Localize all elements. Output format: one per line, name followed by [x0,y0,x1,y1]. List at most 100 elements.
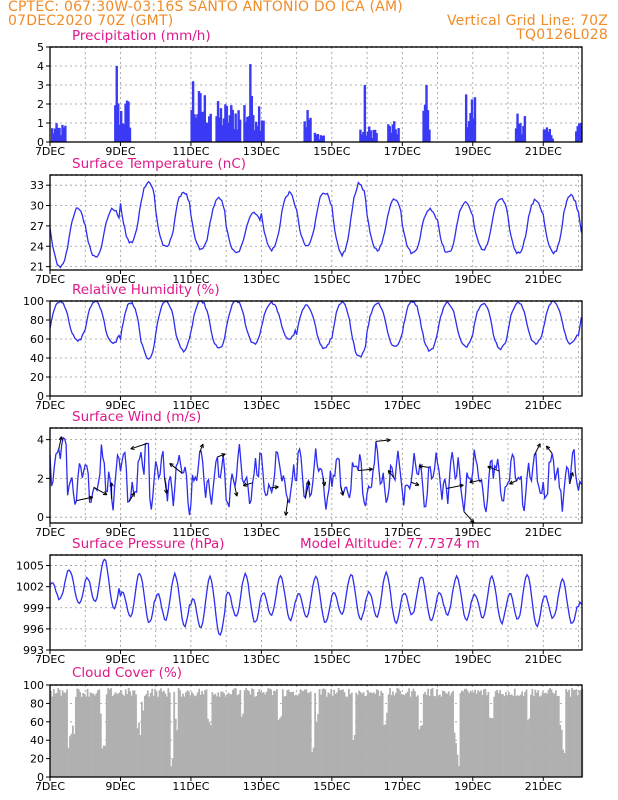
cloud-bar [220,691,223,777]
header-date: 07DEC2020 70Z (GMT) [8,13,174,29]
cloud-bar [236,695,239,777]
cloud-bar [270,689,272,777]
precip-bar [315,134,318,142]
cloud-bar [411,691,413,777]
precip-bar [517,123,521,142]
cloud-bar [83,693,86,777]
cloud-bar [370,692,372,777]
cloud-bar [487,691,490,777]
wind-speed-line [49,436,582,516]
x-tick-label: 15DEC [313,653,350,666]
cloud-bar [151,688,154,777]
wind-arrow [58,436,62,450]
cloud-bar [320,694,322,777]
precip-bar [388,126,392,142]
cloud-bar [284,695,287,777]
wind-arrow [487,466,500,472]
y-tick-label: 24 [30,240,44,253]
precip-bar [306,110,309,142]
wind-arrow [93,487,108,496]
cloud-bar [444,692,447,777]
precip-bar [360,134,364,142]
cloud-bar [469,690,472,777]
cloud-bar [572,689,575,777]
wind-arrow-head [130,445,135,450]
precip-bar [393,121,396,142]
wind-arrow [76,496,93,502]
cloud-bar [51,696,54,777]
wind-arrow-head [306,480,311,486]
cloud-bar [346,696,349,777]
x-tick-label: 21DEC [525,145,562,158]
cloud-bar [403,695,406,777]
wind-arrow-head [321,481,327,487]
cloud-bar [422,693,425,777]
x-tick-label: 9DEC [105,273,135,286]
precip-bar [375,133,378,142]
cloud-bar [525,689,528,777]
cloud-bar [317,714,319,777]
y-tick-label: 0 [37,390,44,403]
cloud-bar [94,695,96,777]
cloud-bar [337,687,340,777]
humidity-line [49,299,583,360]
cloud-bar [207,718,209,777]
x-tick-label: 17DEC [384,780,421,793]
cloud-bar [190,692,193,777]
cloud-bar [552,692,554,777]
panel-frame [49,174,583,271]
precip-bar [363,85,367,142]
cloud-bar [126,694,129,777]
cloud-bar [245,687,248,777]
x-tick-label: 7DEC [35,273,65,286]
x-tick-label: 13DEC [243,653,280,666]
precip-bar [547,131,550,142]
cloud-bar [268,688,271,777]
precip-bar [262,120,265,142]
cloud-bar [118,692,121,777]
wind-arrow-head [368,467,373,472]
cloud-bar [281,689,284,777]
cloud-bar [55,692,58,777]
cloud-bar [195,695,198,777]
cloud-bar [299,689,302,777]
cloud-bar [258,689,261,777]
panel-cloud-cover: 0 20 40 60 80 100 7DEC 9DEC 11DEC 13DEC 15DEC 17DEC… [23,665,584,793]
cloud-bar [528,718,531,777]
precip-bar [227,122,230,142]
wind-arrow [358,468,373,472]
cloud-bar [196,692,199,777]
cloud-bar [66,689,68,777]
cloud-bar [243,690,246,777]
cloud-bar [114,692,117,777]
cloud-bar [80,696,83,777]
y-tick-label: 2 [37,472,44,485]
cloud-bar [107,688,110,777]
y-tick-label: 20 [30,371,44,384]
x-tick-label: 11DEC [172,653,209,666]
precip-bar [472,118,475,142]
cloud-bar [560,729,563,777]
precip-bar [303,121,306,142]
precip-bar [121,123,124,142]
cloud-bar [117,693,120,777]
cloud-bar [138,722,140,777]
precip-bar [467,121,471,142]
cloud-bar [402,694,405,777]
cloud-bar [157,696,159,777]
precip-bar [219,108,223,142]
cloud-bar [466,690,469,777]
precip-bar [127,101,130,142]
cloud-bar [478,691,481,777]
cloud-bar [146,690,149,777]
precip-bar [368,126,371,142]
precip-bar [61,124,64,142]
cloud-bar [488,717,491,777]
cloud-bar [251,688,253,777]
panel-precipitation: 0 1 2 3 4 5 7DEC 9DEC 11DEC 13DEC 15DEC 17DEC 19DEC 2… [35,28,583,158]
cloud-bar [540,695,543,777]
y-tick-label: 21 [30,261,44,274]
cloud-bar [471,691,474,777]
precip-bar [238,119,242,142]
